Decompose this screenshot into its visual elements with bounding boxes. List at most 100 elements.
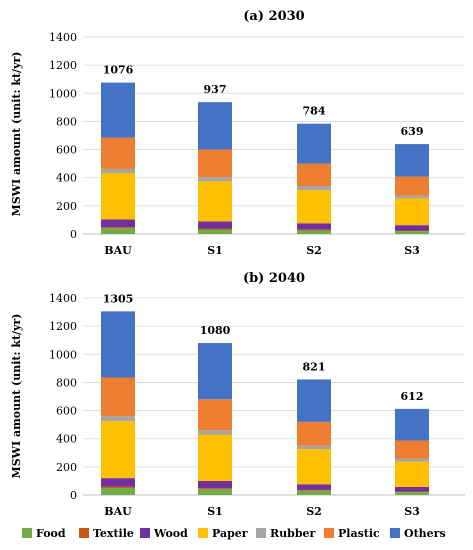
bar-segment-food — [297, 490, 331, 495]
bar-segment-others — [198, 102, 232, 150]
bar-segment-others — [297, 379, 331, 422]
y-tick-label: 400 — [56, 172, 77, 185]
bar-segment-rubber — [297, 445, 331, 450]
y-tick-label: 1000 — [49, 87, 77, 100]
bar-segment-food — [101, 487, 135, 495]
bar-segment-others — [297, 123, 331, 164]
y-axis-label: MSWI amount (unit: kt/yr) — [10, 52, 23, 217]
bar-segment-textile — [297, 229, 331, 231]
bar-segment-textile — [198, 488, 232, 490]
legend-label: Food — [36, 527, 66, 540]
chart-title: (b) 2040 — [243, 271, 305, 286]
bar-segment-wood — [101, 478, 135, 487]
bar-segment-paper — [297, 449, 331, 485]
legend-swatch-others — [390, 528, 400, 538]
bar-segment-rubber — [198, 430, 232, 435]
bar-segment-plastic — [101, 137, 135, 169]
bar-segment-textile — [101, 486, 135, 488]
bar-segment-wood — [198, 480, 232, 489]
y-tick-label: 1400 — [49, 292, 77, 305]
total-label: 1305 — [103, 292, 134, 305]
bar-segment-food — [395, 492, 429, 495]
x-tick-label: S2 — [306, 505, 322, 518]
total-label: 639 — [401, 125, 424, 138]
bar-segment-plastic — [101, 377, 135, 417]
bar-segment-plastic — [198, 399, 232, 431]
legend-label: Wood — [153, 527, 188, 540]
y-tick-label: 0 — [70, 228, 77, 241]
bar-segment-wood — [395, 225, 429, 231]
bar-segment-rubber — [395, 195, 429, 199]
legend-swatch-plastic — [324, 528, 334, 538]
bar-segment-food — [198, 489, 232, 495]
total-label: 612 — [401, 390, 424, 403]
x-tick-label: S1 — [207, 244, 223, 257]
x-tick-label: S2 — [306, 244, 322, 257]
total-label: 937 — [204, 83, 227, 96]
chart-title: (a) 2030 — [243, 9, 304, 24]
bar-segment-paper — [297, 190, 331, 224]
bar-segment-textile — [297, 489, 331, 491]
bar-segment-paper — [198, 434, 232, 481]
bar-segment-wood — [101, 219, 135, 228]
bar-segment-paper — [395, 198, 429, 226]
bar-segment-textile — [198, 228, 232, 230]
panel-2040: (b) 2040 MSWI amount (unit: kt/yr) 0 200 400… — [10, 271, 465, 518]
legend-label: Textile — [93, 527, 134, 540]
bar-segment-textile — [395, 230, 429, 232]
x-tick-label: S3 — [404, 244, 420, 257]
legend-swatch-textile — [79, 528, 89, 538]
bar-segment-paper — [198, 181, 232, 222]
y-tick-label: 800 — [56, 115, 77, 128]
bar-segment-rubber — [101, 416, 135, 422]
total-label: 1076 — [103, 64, 134, 77]
bar-segment-rubber — [101, 168, 135, 174]
bar-segment-wood — [395, 486, 429, 492]
bar-segment-food — [395, 231, 429, 234]
bar-segment-plastic — [297, 163, 331, 187]
bar-segment-others — [198, 343, 232, 400]
bar-segment-rubber — [395, 458, 429, 462]
y-tick-label: 1400 — [49, 31, 77, 44]
legend-label: Rubber — [270, 527, 316, 540]
bar-segment-others — [101, 82, 135, 138]
x-tick-label: BAU — [104, 505, 132, 518]
bar-segment-plastic — [297, 421, 331, 446]
x-tick-label: BAU — [104, 244, 132, 257]
y-tick-label: 600 — [56, 144, 77, 157]
panel-2030: (a) 2030 MSWI amount (unit: kt/yr) 0 200 400… — [10, 9, 465, 257]
bar-segment-plastic — [198, 149, 232, 178]
y-tick-label: 400 — [56, 433, 77, 446]
y-tick-label: 200 — [56, 461, 77, 474]
y-tick-label: 1000 — [49, 348, 77, 361]
bar-segment-others — [101, 311, 135, 378]
legend-swatch-rubber — [256, 528, 266, 538]
y-tick-label: 800 — [56, 376, 77, 389]
bar-segment-food — [198, 229, 232, 234]
bar-segment-wood — [198, 221, 232, 229]
bar-segment-wood — [297, 484, 331, 490]
y-tick-label: 600 — [56, 405, 77, 418]
bar-segment-wood — [297, 223, 331, 230]
bar-segment-others — [395, 408, 429, 441]
legend-label: Others — [404, 527, 446, 540]
bar-segment-textile — [101, 227, 135, 229]
total-label: 784 — [303, 105, 326, 118]
bar-segment-rubber — [198, 177, 232, 182]
y-tick-label: 0 — [70, 489, 77, 502]
bar-segment-paper — [101, 173, 135, 220]
bar-segment-paper — [101, 421, 135, 479]
legend-swatch-paper — [198, 528, 208, 538]
total-label: 1080 — [200, 324, 231, 337]
y-tick-label: 200 — [56, 200, 77, 213]
legend-label: Plastic — [338, 527, 380, 540]
legend-swatch-food — [22, 528, 32, 538]
bar-segment-plastic — [395, 440, 429, 459]
legend: Food Textile Wood Paper Rubber Plastic Others — [22, 527, 446, 540]
y-axis-label: MSWI amount (unit: kt/yr) — [10, 314, 23, 479]
bar-segment-rubber — [297, 186, 331, 191]
legend-label: Paper — [212, 527, 248, 540]
bar-segment-textile — [395, 491, 429, 493]
y-tick-label: 1200 — [49, 320, 77, 333]
